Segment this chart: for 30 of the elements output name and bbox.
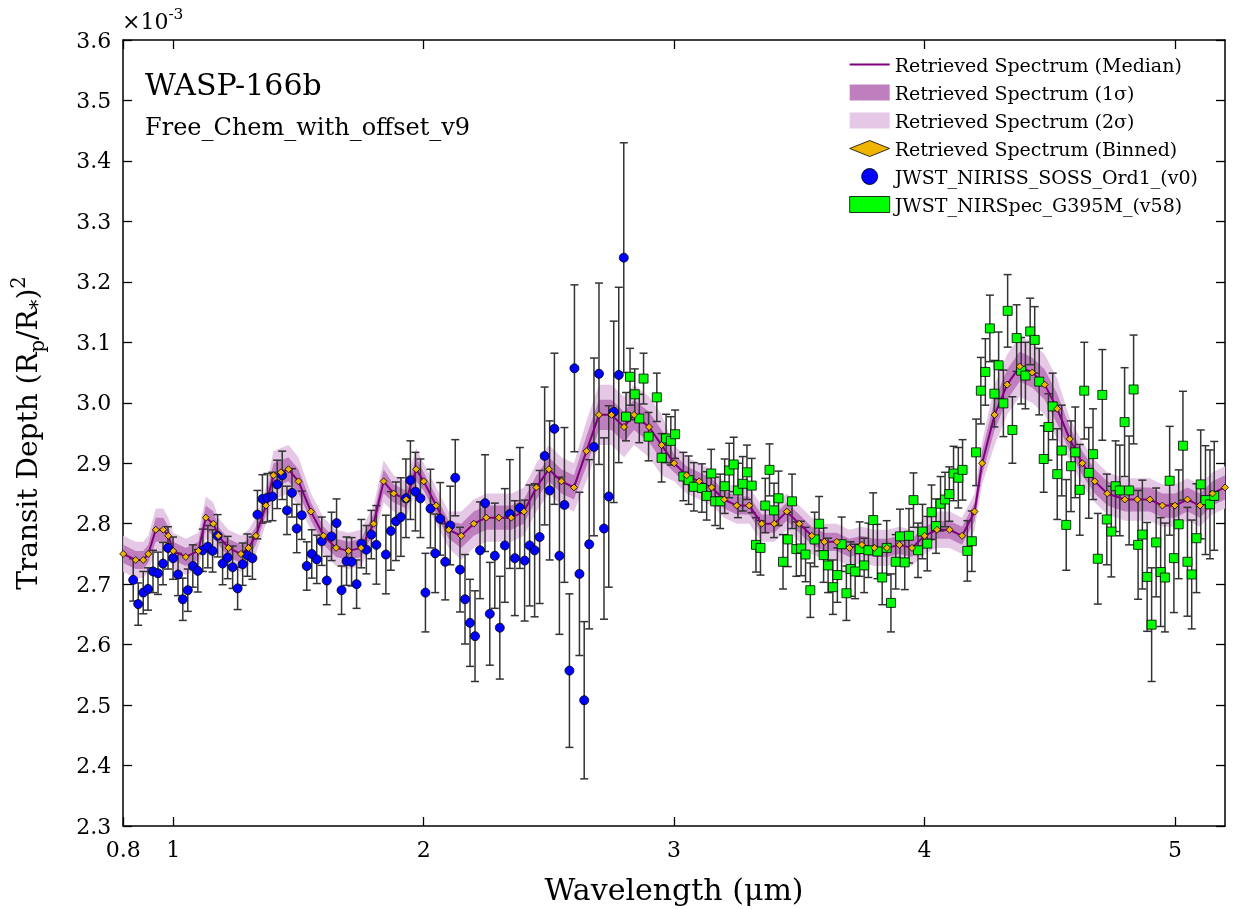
x-tick-label: 0.8 [105, 836, 141, 862]
y-tick-label: 3.2 [76, 269, 112, 295]
y-tick-label: 3.0 [76, 390, 112, 416]
x-tick-label: 3 [667, 836, 682, 862]
y-axis-title: Transit Depth (Rp/R*)2 [6, 276, 49, 590]
legend-label: Retrieved Spectrum (Median) [894, 53, 1182, 76]
legend-label: Retrieved Spectrum (2σ) [894, 109, 1135, 132]
x-tick-label: 5 [1167, 836, 1182, 862]
text: WASP-166b [145, 66, 322, 102]
y-tick-label: 3.5 [76, 87, 112, 113]
x-axis-title: Wavelength (μm) [544, 871, 804, 907]
x-tick-label: 1 [166, 836, 181, 862]
y-tick-label: 2.9 [76, 450, 112, 476]
x-tick-label: 2 [416, 836, 431, 862]
y-tick-label: 3.3 [76, 208, 112, 234]
legend-label: Retrieved Spectrum (1σ) [894, 81, 1135, 104]
legend-label: Retrieved Spectrum (Binned) [894, 137, 1178, 160]
y-tick-label: 2.6 [76, 632, 112, 658]
y-tick-label: 2.3 [76, 813, 112, 839]
y-tick-label: 3.4 [76, 148, 112, 174]
y-tick-label: 2.4 [76, 753, 112, 779]
y-tick-label: 2.7 [76, 571, 112, 597]
legend-label: JWST_NIRISS_SOSS_Ord1_(v0) [892, 165, 1199, 189]
y-tick-label: 2.8 [76, 511, 112, 537]
y-tick-label: 3.6 [76, 27, 112, 53]
y-tick-label: 2.5 [76, 692, 112, 718]
x-tick-label: 4 [917, 836, 932, 862]
text: Free_Chem_with_offset_v9 [145, 113, 471, 141]
legend-label: JWST_NIRSpec_G395M_(v58) [892, 193, 1183, 217]
y-tick-label: 3.1 [76, 329, 112, 355]
